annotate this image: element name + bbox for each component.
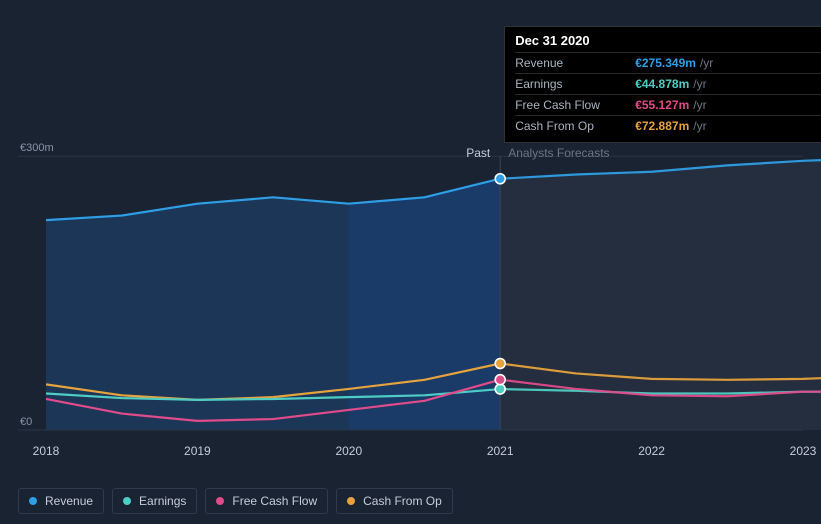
- x-axis-label: 2019: [184, 444, 211, 458]
- x-axis-label: 2023: [790, 444, 817, 458]
- y-axis-label: €300m: [20, 142, 54, 154]
- tooltip-row: Revenue€275.349m/yr: [515, 52, 821, 73]
- legend-item-free-cash-flow[interactable]: Free Cash Flow: [205, 488, 328, 514]
- legend-item-label: Revenue: [45, 494, 93, 508]
- x-axis-label: 2018: [33, 444, 60, 458]
- tooltip-row-label: Cash From Op: [515, 119, 635, 133]
- chart-tooltip: Dec 31 2020 Revenue€275.349m/yrEarnings€…: [504, 26, 821, 143]
- legend-item-label: Cash From Op: [363, 494, 442, 508]
- legend-dot-icon: [347, 497, 355, 505]
- tooltip-row-value: €44.878m: [635, 77, 689, 91]
- legend-dot-icon: [216, 497, 224, 505]
- y-axis-label: €0: [20, 416, 32, 428]
- tooltip-row: Cash From Op€72.887m/yr: [515, 115, 821, 136]
- tooltip-row-label: Revenue: [515, 56, 635, 70]
- legend-item-cash-from-op[interactable]: Cash From Op: [336, 488, 453, 514]
- tooltip-row-value: €55.127m: [635, 98, 689, 112]
- tooltip-row-unit: /yr: [693, 119, 706, 133]
- legend: Revenue Earnings Free Cash Flow Cash From O…: [18, 488, 453, 514]
- forecast-label: Analysts Forecasts: [508, 146, 609, 160]
- tooltip-row-unit: /yr: [700, 56, 713, 70]
- tooltip-row-unit: /yr: [693, 98, 706, 112]
- tooltip-row: Earnings€44.878m/yr: [515, 73, 821, 94]
- past-label: Past: [466, 146, 490, 160]
- legend-item-revenue[interactable]: Revenue: [18, 488, 104, 514]
- tooltip-row-value: €72.887m: [635, 119, 689, 133]
- tooltip-row-label: Earnings: [515, 77, 635, 91]
- legend-dot-icon: [29, 497, 37, 505]
- tooltip-row: Free Cash Flow€55.127m/yr: [515, 94, 821, 115]
- x-axis-label: 2020: [335, 444, 362, 458]
- chart-container: €300m €0 2018 2019 2020 2021 2022 2023 Past An…: [0, 0, 821, 524]
- tooltip-row-label: Free Cash Flow: [515, 98, 635, 112]
- legend-item-label: Earnings: [139, 494, 186, 508]
- x-axis-label: 2021: [487, 444, 514, 458]
- tooltip-title: Dec 31 2020: [515, 33, 821, 52]
- tooltip-row-value: €275.349m: [635, 56, 696, 70]
- tooltip-row-unit: /yr: [693, 77, 706, 91]
- x-axis-label: 2022: [638, 444, 665, 458]
- legend-dot-icon: [123, 497, 131, 505]
- legend-item-label: Free Cash Flow: [232, 494, 317, 508]
- legend-item-earnings[interactable]: Earnings: [112, 488, 197, 514]
